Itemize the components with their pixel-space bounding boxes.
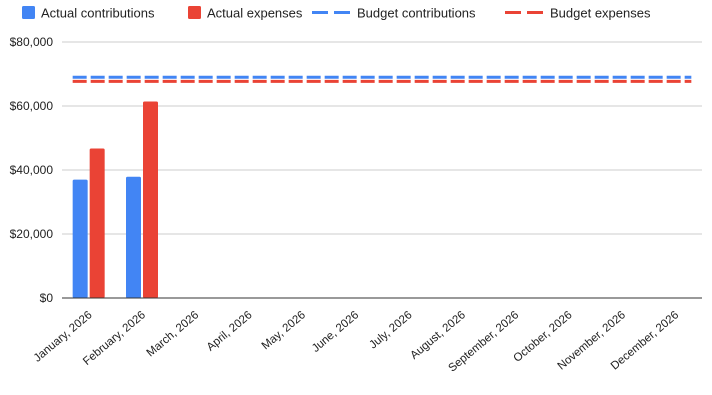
bar-actual-contributions [126,176,141,298]
legend-label: Budget expenses [550,6,651,21]
x-tick-label: June, 2026 [310,309,361,355]
y-tick-label: $0 [40,291,54,305]
x-tick-label: March, 2026 [145,309,202,359]
legend-swatch [188,6,201,19]
legend-label: Actual expenses [207,6,303,21]
y-tick-label: $40,000 [10,163,54,177]
y-tick-label: $60,000 [10,99,54,113]
y-tick-label: $80,000 [10,35,54,49]
bar-actual-contributions [72,179,88,298]
x-tick-label: April, 2026 [205,309,255,354]
bar-actual-expenses [143,101,158,299]
x-tick-label: July, 2026 [367,309,414,351]
legend-swatch [22,6,35,19]
legend-label: Actual contributions [41,6,155,21]
y-tick-label: $20,000 [10,227,54,241]
bar-actual-expenses [89,148,105,298]
x-tick-label: May, 2026 [260,309,308,352]
legend-label: Budget contributions [357,6,476,21]
